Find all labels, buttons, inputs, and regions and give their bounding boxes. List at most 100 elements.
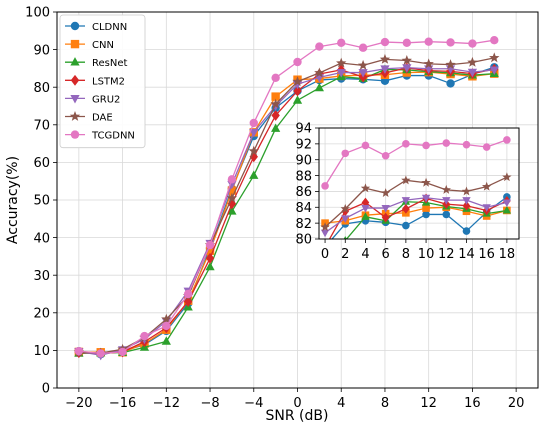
main-point-tcgdnn (162, 321, 171, 331)
main-point-tcgdnn (227, 175, 237, 184)
main-point-tcgdnn (293, 57, 302, 67)
main-point-gru2 (358, 69, 368, 78)
main-point-resnet (161, 336, 171, 345)
main-point-gru2 (227, 180, 237, 190)
main-y-tick-label: 100 (25, 6, 50, 21)
main-line-resnet (78, 68, 495, 355)
legend: CLDNN CNN ResNet LSTM2 GRU2 DAE TCGDNN (59, 14, 146, 149)
legend-label-resnet: ResNet (92, 58, 127, 69)
legend-label-cnn: CNN (92, 40, 114, 51)
main-point-tcgdnn (380, 37, 390, 47)
inset-plot-series (320, 136, 512, 270)
main-point-gru2 (336, 69, 346, 78)
main-point-tcgdnn (468, 39, 477, 48)
legend-marker-gru2 (70, 95, 80, 104)
main-point-tcgdnn (183, 289, 193, 299)
inset-x-tick-label: 8 (402, 247, 410, 262)
inset-point-gru2 (361, 205, 370, 213)
inset-point-lstm2 (381, 212, 390, 223)
main-x-tick-label: −4 (244, 396, 263, 411)
main-y-tick-label: 10 (33, 344, 50, 359)
legend-label-dae: DAE (92, 113, 113, 124)
inset-y-tick-label: 88 (295, 169, 312, 184)
inset-y-tick-label: 92 (295, 138, 312, 153)
inset-line-gru2 (324, 197, 508, 234)
inset-point-dae (441, 184, 451, 194)
inset-y-tick-label: 94 (295, 122, 312, 137)
y-axis-label: Accuracy(%) (5, 156, 21, 244)
main-point-resnet (314, 82, 324, 92)
legend-marker-resnet (70, 57, 80, 66)
inset-x-tick-label: 6 (382, 247, 390, 262)
inset-point-tcgdnn (422, 141, 430, 150)
main-point-dae (248, 145, 259, 156)
inset-point-tcgdnn (361, 141, 370, 150)
legend-marker-cldnn (70, 21, 80, 31)
legend-marker-tcgdnn (70, 130, 80, 139)
inset-point-resnet (321, 262, 329, 270)
main-point-cnn (205, 246, 215, 255)
main-point-resnet (249, 170, 259, 179)
legend-label-tcgdnn: TCGDNN (91, 131, 135, 142)
inset-point-gru2 (320, 229, 330, 238)
main-x-tick-label: 0 (293, 396, 301, 411)
main-x-tick-label: 12 (420, 396, 437, 411)
legend-item-cldnn: CLDNN (65, 21, 127, 33)
main-y-tick-label: 30 (33, 269, 50, 284)
inset-x-tick-label: 10 (418, 247, 435, 262)
main-x-tick-label: −20 (65, 396, 92, 411)
main-y-tick-label: 70 (33, 118, 50, 133)
inset-point-dae (320, 222, 330, 232)
inset-point-dae (481, 181, 492, 191)
main-point-dae (270, 98, 281, 109)
main-point-dae (226, 192, 238, 203)
main-point-gru2 (380, 65, 390, 74)
main-point-cnn (271, 92, 280, 101)
inset-line-dae (324, 176, 508, 228)
main-point-tcgdnn (96, 349, 105, 358)
main-point-cnn (227, 186, 237, 195)
legend-item-tcgdnn: TCGDNN (65, 130, 135, 142)
main-x-tick-label: 20 (508, 396, 525, 411)
main-plot-series (73, 36, 500, 361)
inset-x-tick-label: 16 (478, 247, 495, 262)
legend-label-lstm2: LSTM2 (92, 76, 125, 87)
main-point-tcgdnn (74, 346, 84, 356)
inset-point-gru2 (462, 197, 471, 205)
main-x-tick-label: −16 (109, 396, 136, 411)
inset-point-tcgdnn (321, 182, 329, 190)
inset-point-tcgdnn (462, 140, 471, 149)
inset-point-tcgdnn (442, 139, 451, 147)
main-y-tick-label: 90 (33, 43, 50, 58)
main-point-tcgdnn (140, 331, 149, 341)
inset-point-gru2 (341, 215, 350, 223)
inset-x-tick-label: 18 (499, 247, 516, 262)
main-x-tick-label: −8 (200, 396, 219, 411)
inset-x-tick-label: 0 (321, 247, 329, 262)
main-point-tcgdnn (490, 36, 499, 45)
inset-point-gru2 (421, 194, 431, 203)
inset-point-gru2 (482, 204, 491, 212)
inset-series-gru2 (320, 194, 512, 238)
inset-point-dae (421, 177, 431, 187)
inset-series-dae (320, 172, 512, 232)
main-point-lstm2 (227, 198, 237, 210)
main-point-tcgdnn (271, 73, 280, 83)
main-point-resnet (292, 95, 303, 104)
inset-point-dae (360, 183, 371, 193)
main-point-tcgdnn (315, 42, 324, 51)
main-point-dae (314, 67, 325, 78)
inset-point-tcgdnn (381, 151, 390, 160)
legend-marker-lstm2 (70, 74, 80, 86)
inset-x-tick-label: 14 (458, 247, 475, 262)
inset-series-tcgdnn (321, 136, 511, 190)
inset-x-tick-label: 12 (438, 247, 455, 262)
main-point-dae (489, 52, 500, 63)
inset-x-tick-label: 4 (361, 247, 369, 262)
main-y-tick-label: 80 (33, 81, 50, 96)
main-point-resnet (271, 123, 281, 132)
inset-point-dae (502, 172, 512, 182)
inset-point-dae (461, 186, 472, 196)
legend-box (59, 14, 146, 149)
